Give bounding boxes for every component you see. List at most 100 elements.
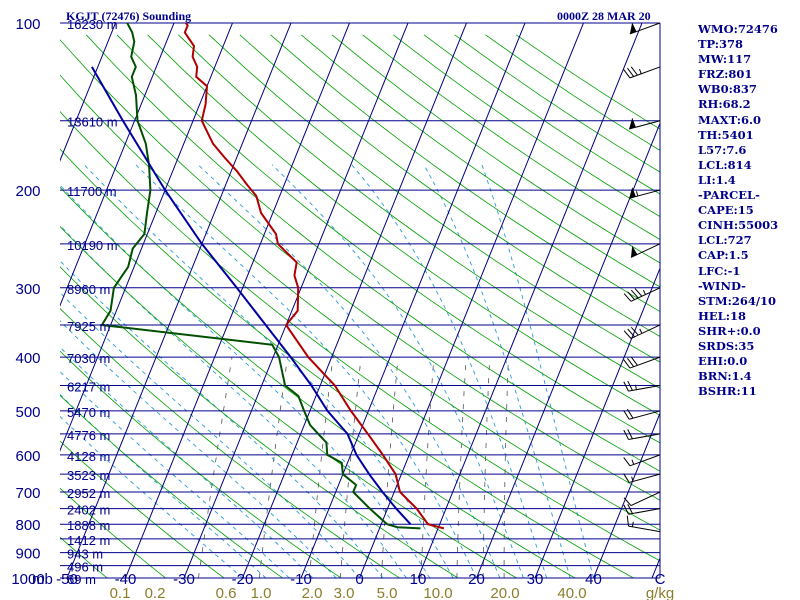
dry-adiabat-line	[60, 307, 401, 578]
isotherm-line	[475, 122, 660, 578]
wind-barb	[629, 22, 661, 35]
dry-adiabat-line	[60, 186, 576, 578]
barb-full	[623, 473, 630, 483]
dewpoint-profile-line	[100, 23, 421, 530]
wind-barb	[623, 491, 661, 507]
pressure-tick-label: 800	[15, 517, 40, 534]
height-label: 11700 m	[67, 184, 117, 199]
barb-full	[634, 288, 643, 297]
sounding-profiles	[91, 23, 445, 530]
barb-half	[642, 289, 646, 295]
barb-staff	[630, 287, 661, 302]
isotherm-line	[592, 411, 660, 578]
height-label: 8960 m	[67, 282, 110, 297]
dry-adiabat-line	[60, 394, 284, 578]
dry-adiabat-line	[300, 34, 660, 288]
height-label: 7925 m	[67, 319, 110, 334]
barb-full	[623, 359, 631, 369]
mixing-ratio-label: 3.0	[334, 585, 355, 600]
dry-adiabat-line	[60, 350, 342, 578]
barb-flag	[629, 187, 636, 199]
isotherm-line	[0, 11, 62, 590]
barb-full	[627, 328, 635, 338]
barb-staff	[628, 433, 661, 440]
barb-full	[623, 497, 632, 506]
index-line: TH:5401	[698, 127, 754, 142]
barb-full	[623, 457, 631, 467]
wind-barb	[623, 454, 661, 467]
mixing-ratio-label: 0.2	[145, 585, 166, 600]
moist-adiabat-line	[60, 291, 360, 578]
isotherm-line	[124, 23, 351, 578]
barb-half	[639, 68, 642, 74]
index-line: BRN:1.4	[698, 369, 752, 384]
moist-adiabat-line	[197, 164, 501, 578]
height-label: 10190 m	[67, 238, 118, 253]
barb-staff	[629, 66, 661, 79]
height-label: 2402 m	[67, 503, 110, 518]
height-label: 943 m	[67, 547, 103, 562]
index-line: SHR+:0.0	[698, 323, 761, 338]
barb-half	[631, 476, 634, 482]
pressure-tick-label: 400	[15, 350, 40, 367]
height-label: 4776 m	[67, 428, 110, 443]
wind-barbs	[623, 22, 661, 533]
moist-adiabat-line	[60, 184, 431, 578]
indices-panel: WMO:72476 TP:378 MW:117 FRZ:801 WB0:837 RH:68…	[698, 22, 798, 399]
temperature-tick-label: -10	[290, 571, 312, 588]
dry-adiabat-line	[60, 440, 225, 578]
dry-adiabat-line	[60, 266, 459, 578]
height-label: 2952 m	[67, 486, 110, 501]
parcel-profile-line	[91, 66, 412, 525]
temperature-tick-label: -20	[232, 571, 254, 588]
wind-barb	[623, 356, 661, 369]
barb-full	[627, 503, 633, 514]
barb-full	[627, 291, 635, 300]
temperature-tick-label: 0	[355, 571, 363, 588]
barb-full	[627, 380, 633, 391]
pressure-tick-label: 100	[15, 16, 40, 33]
barb-full	[630, 66, 638, 76]
wind-barb	[623, 429, 661, 440]
barb-half	[635, 384, 637, 390]
index-line: RH:68.2	[698, 97, 751, 112]
barb-full	[623, 381, 629, 392]
height-label: 6217 m	[67, 380, 110, 395]
temperature-tick-label: C	[655, 571, 666, 588]
temperature-tick-label: 40	[585, 571, 602, 588]
index-line: L57:7.6	[698, 142, 747, 157]
height-label: 1412 m	[67, 533, 110, 548]
dry-adiabat-line	[147, 34, 660, 416]
height-label: 4128 m	[67, 449, 110, 464]
temperature-tick-label: 30	[527, 571, 544, 588]
barb-full	[623, 69, 631, 79]
index-line: CAPE:15	[698, 203, 754, 218]
moist-adiabat-line	[135, 164, 477, 578]
mixing-ratio-line	[198, 357, 233, 578]
height-label: 7030 m	[67, 351, 110, 366]
barb-full	[627, 67, 635, 77]
index-line: -PARCEL-	[698, 188, 760, 203]
temperature-tick-label: -40	[115, 571, 137, 588]
temperature-tick-label: 10	[410, 571, 427, 588]
dry-adiabat-line	[178, 34, 660, 389]
pressure-tick-label: 200	[15, 183, 40, 200]
mixing-ratio-label: 0.1	[110, 585, 131, 600]
mixing-ratio-line	[339, 357, 362, 578]
isotherm-line	[60, 23, 175, 307]
index-line: FRZ:801	[698, 67, 753, 82]
mixing-ratio-line	[308, 357, 334, 578]
moist-adiabat-line	[60, 346, 314, 578]
wind-barb	[623, 66, 661, 79]
mixing-ratio-label: 20.0	[490, 585, 519, 600]
chart-timestamp: 0000Z 28 MAR 20	[557, 9, 651, 23]
moist-adiabat-line	[423, 164, 571, 578]
dry-adiabat-line	[60, 225, 518, 578]
barb-full	[626, 515, 629, 527]
barb-full	[623, 410, 630, 420]
moist-adiabat-line	[60, 393, 267, 578]
temperature-tick-label: 20	[468, 571, 485, 588]
isotherm-line	[534, 266, 660, 578]
isotherm-line	[60, 23, 117, 162]
